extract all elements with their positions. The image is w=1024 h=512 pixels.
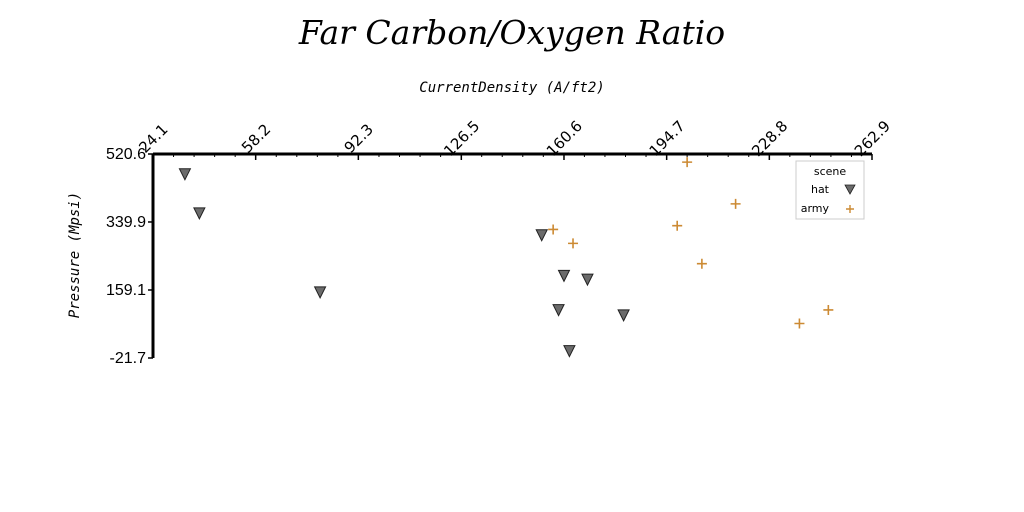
point-army: [794, 318, 805, 329]
legend-marker-hat: [844, 184, 856, 195]
x-tick-label: 262.9: [851, 117, 894, 160]
legend-label-army: army: [801, 202, 830, 215]
legend-title: scene: [814, 165, 847, 178]
point-army: [548, 224, 559, 235]
point-hat: [193, 207, 206, 221]
point-hat: [313, 286, 327, 300]
point-army: [672, 220, 683, 231]
point-army: [730, 198, 741, 209]
point-hat: [178, 168, 192, 181]
point-army: [696, 258, 707, 269]
chart-title: Far Carbon/Oxygen Ratio: [298, 13, 725, 52]
y-ticks: 520.6 339.9 159.1 -21.7: [106, 146, 153, 367]
data-points: [178, 157, 834, 358]
legend: scene hat army: [795, 160, 865, 220]
y-tick-label: -21.7: [110, 350, 147, 367]
legend-label-hat: hat: [811, 183, 830, 196]
y-tick-label: 159.1: [106, 282, 146, 299]
y-tick-label: 339.9: [106, 214, 146, 231]
legend-marker-army: [846, 205, 854, 213]
x-tick-label: 92.3: [341, 120, 377, 156]
point-hat: [617, 309, 630, 322]
y-tick-label: 520.6: [106, 146, 146, 163]
point-army: [568, 238, 579, 249]
x-axis-label: CurrentDensity (A/ft2): [419, 80, 604, 96]
y-axis-label: Pressure (Mpsi): [67, 192, 83, 318]
point-hat: [563, 345, 576, 358]
x-tick-label: 58.2: [238, 120, 274, 156]
point-hat: [552, 304, 565, 317]
point-army: [823, 304, 834, 315]
minor-ticks: [173, 154, 852, 157]
point-hat: [557, 269, 571, 283]
point-hat: [581, 273, 594, 287]
point-army: [682, 157, 693, 168]
point-hat: [535, 229, 549, 242]
